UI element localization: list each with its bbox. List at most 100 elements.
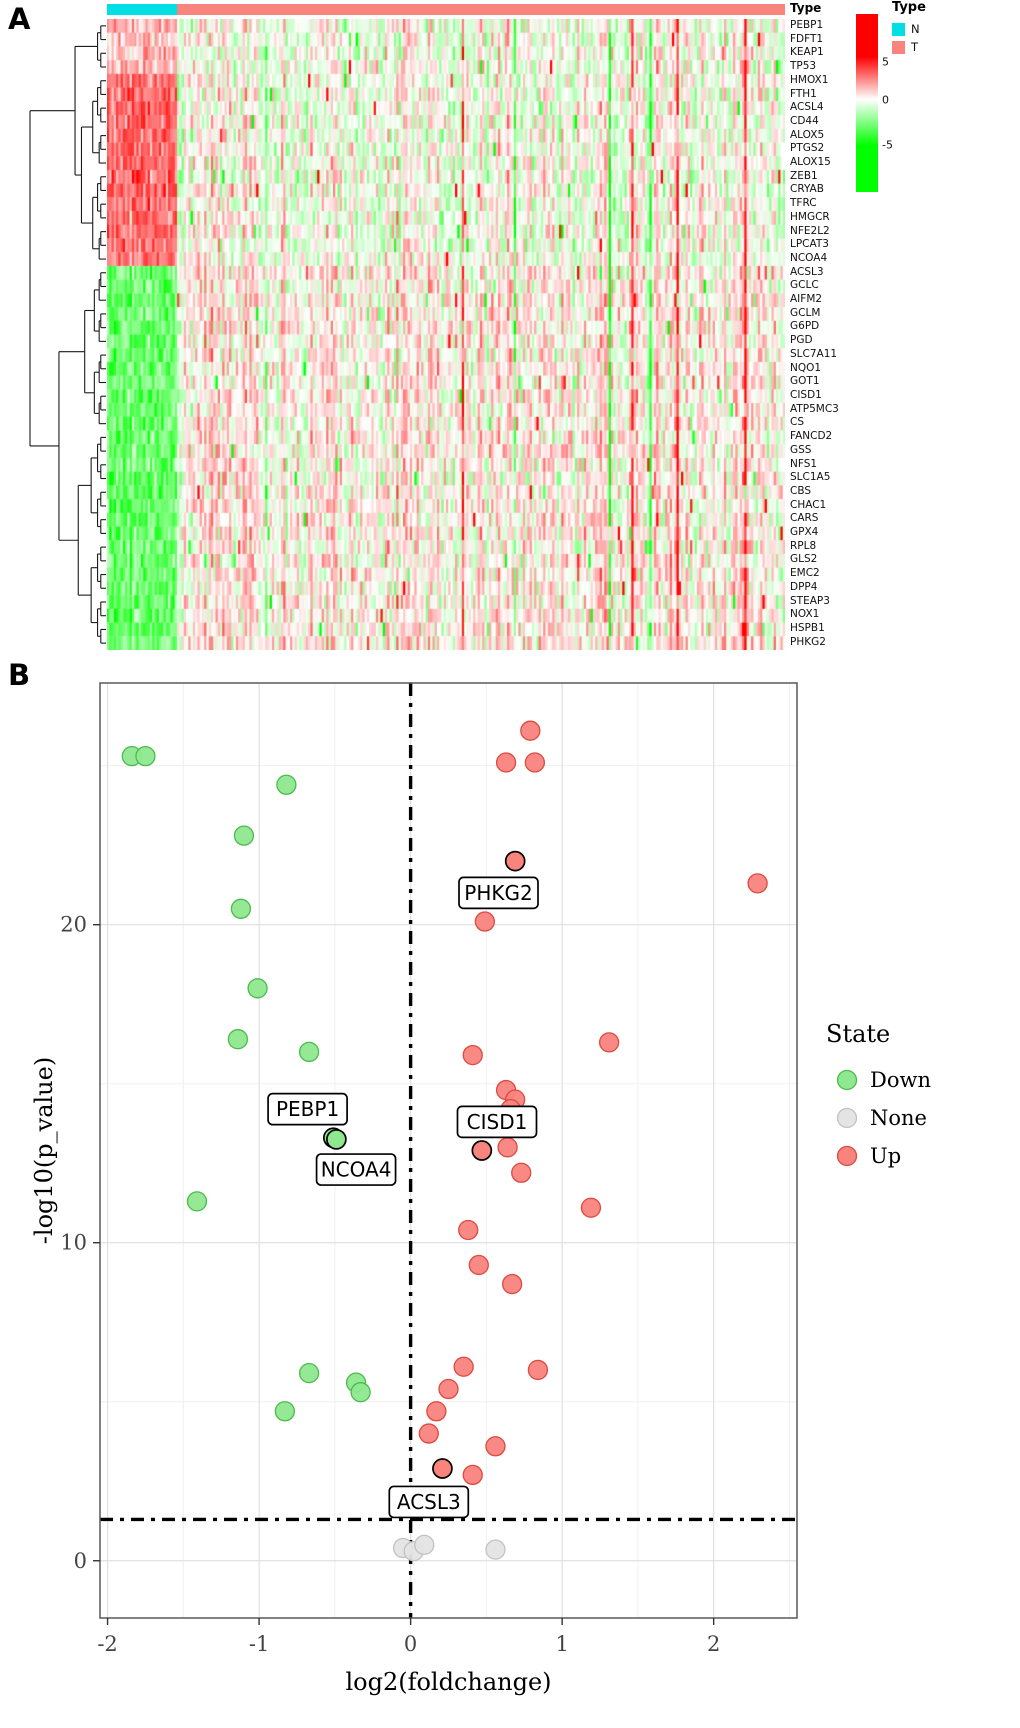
colorbar-tick--5: -5	[882, 138, 893, 152]
gene-label-dpp4: DPP4	[790, 580, 818, 593]
type-legend-entry-N: N	[892, 20, 926, 38]
type-swatch-label: T	[911, 40, 919, 54]
gene-label-steap3: STEAP3	[790, 594, 830, 607]
gene-label-fdft1: FDFT1	[790, 32, 824, 45]
point-down	[135, 745, 156, 767]
gene-label-gls2: GLS2	[790, 553, 818, 566]
type-swatch-label: N	[911, 22, 920, 36]
data-points	[121, 720, 768, 1562]
gene-callout-phkg2: PHKG2	[458, 876, 539, 910]
point-down	[247, 978, 268, 999]
gene-label-slc1a5: SLC1A5	[790, 471, 831, 484]
legend-entry-label: None	[870, 1106, 927, 1130]
gene-label-gpx4: GPX4	[790, 526, 819, 539]
point-down	[298, 1041, 320, 1063]
state-legend-title: State	[826, 1020, 890, 1048]
gene-callout-box	[388, 1485, 470, 1519]
point-up	[453, 1356, 474, 1377]
gene-label-g6pd: G6PD	[790, 320, 820, 333]
colorbar-tick-0: 0	[882, 93, 889, 107]
heatmap-canvas	[107, 19, 785, 650]
gene-label-fth1: FTH1	[790, 87, 817, 100]
gene-label-hspb1: HSPB1	[790, 621, 825, 634]
gene-label-rpl8: RPL8	[790, 539, 817, 552]
y-axis-title: -log10(p_value)	[30, 1057, 58, 1244]
gene-label-nfs1: NFS1	[790, 457, 818, 470]
type-swatch-N	[892, 22, 905, 36]
point-down	[227, 1029, 249, 1050]
point-up	[527, 1359, 549, 1381]
gene-label-gss: GSS	[790, 443, 812, 456]
gene-label-nqo1: NQO1	[790, 361, 822, 374]
point-up	[418, 1423, 439, 1444]
panel-b-label: B	[8, 658, 31, 692]
x-axis-title: log2(foldchange)	[345, 1668, 551, 1696]
point-up	[495, 752, 517, 773]
gene-label-got1: GOT1	[790, 375, 820, 388]
panel-a-label: A	[8, 2, 31, 36]
gene-label-keap1: KEAP1	[790, 46, 824, 59]
gene-callout-box	[267, 1092, 348, 1126]
type-bar-label: Type	[790, 1, 822, 15]
colorbar-tick-5: 5	[882, 55, 889, 69]
point-down	[276, 774, 297, 795]
gene-label-zeb1: ZEB1	[790, 169, 818, 182]
point-up	[426, 1401, 447, 1422]
gene-label-nfe2l2: NFE2L2	[790, 224, 830, 237]
panel-border	[99, 682, 798, 1619]
gene-label-fancd2: FANCD2	[790, 430, 833, 443]
gene-label-chac1: CHAC1	[790, 498, 827, 511]
gene-label-pgd: PGD	[790, 334, 813, 347]
gene-label-acsl3: ACSL3	[790, 265, 824, 278]
type-bar-segment-N	[107, 4, 177, 15]
x-tick-label: -2	[97, 1632, 117, 1656]
x-tick-label: 0	[404, 1632, 417, 1656]
legend-entry-label: Down	[870, 1068, 931, 1092]
gene-label-nox1: NOX1	[790, 608, 820, 621]
y-tick-label: 20	[60, 913, 87, 937]
gene-label-emc2: EMC2	[790, 567, 820, 580]
point-up	[580, 1197, 602, 1218]
gene-label-phkg2: PHKG2	[790, 635, 826, 648]
gene-callout-box	[456, 1105, 538, 1139]
point-none	[414, 1534, 435, 1556]
gene-label-ptgs2: PTGS2	[790, 142, 825, 155]
legend-entry-label: Up	[870, 1144, 901, 1168]
point-up	[747, 873, 768, 894]
legend-entry-down: Down	[836, 1068, 931, 1092]
point-down	[233, 825, 255, 846]
point-none	[485, 1539, 506, 1560]
gene-label-acsl4: ACSL4	[790, 101, 824, 114]
point-up	[501, 1273, 523, 1295]
gene-callout-text: NCOA4	[321, 1158, 392, 1182]
gene-label-gclm: GCLM	[790, 306, 821, 319]
gene-label-tfrc: TFRC	[790, 197, 817, 210]
point-up	[474, 911, 496, 932]
gene-label-pebp1: PEBP1	[790, 19, 824, 31]
gene-callout-text: PEBP1	[276, 1097, 339, 1121]
gene-label-lpcat3: LPCAT3	[790, 238, 829, 251]
gene-callout-box	[458, 876, 539, 910]
point-up	[458, 1219, 479, 1241]
y-tick-label: 0	[74, 1549, 87, 1573]
gene-callout-box	[315, 1153, 397, 1186]
gene-callout-pebp1: PEBP1	[267, 1092, 348, 1126]
type-legend-entry-T: T	[892, 38, 926, 56]
point-up	[497, 1137, 518, 1158]
point-down	[350, 1382, 371, 1403]
point-up	[438, 1378, 459, 1400]
legend-key-up-icon	[836, 1145, 858, 1167]
legend-entry-none: None	[836, 1106, 927, 1130]
legend-key-none-icon	[836, 1107, 858, 1129]
heatmap-colorbar	[856, 14, 878, 192]
gene-label-alox15: ALOX15	[790, 156, 831, 169]
dendrogram	[29, 25, 106, 644]
type-legend-title: Type	[892, 0, 926, 15]
point-up	[462, 1464, 483, 1486]
gene-callout-ncoa4: NCOA4	[315, 1153, 397, 1186]
gene-callout-text: CISD1	[467, 1110, 528, 1134]
